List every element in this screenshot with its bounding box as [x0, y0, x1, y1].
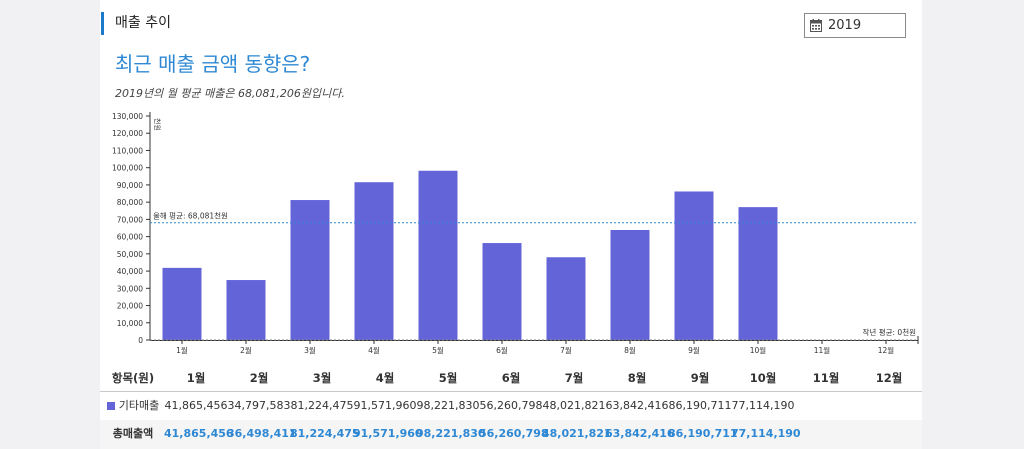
table-cell: 98,221,830: [416, 399, 480, 412]
table-cell: 56,260,798: [479, 399, 543, 412]
table-header-month: 2월: [249, 371, 269, 385]
x-tick-label: 8월: [624, 345, 636, 355]
y-tick-label: 0: [138, 336, 143, 345]
bar-4: [354, 182, 394, 340]
table-header-month: 6월: [501, 371, 521, 385]
table-divider: [100, 391, 922, 392]
table-header-month: 8월: [627, 371, 647, 385]
table-row: 기타매출 41,865,456 34,797,583 81,224,475 91,571…: [100, 392, 922, 420]
bar-5: [418, 170, 458, 340]
x-tick-label: 3월: [304, 345, 316, 355]
table-cell-total: 91,571,960: [353, 427, 423, 440]
y-tick-label: 60,000: [117, 233, 143, 242]
table-header-month: 7월: [564, 371, 584, 385]
y-tick-label: 10,000: [117, 319, 143, 328]
x-tick-label: 4월: [368, 345, 380, 355]
x-tick-label: 9월: [688, 345, 700, 355]
bar-9: [674, 191, 714, 340]
bar-7: [546, 257, 586, 340]
table-header-month: 9월: [690, 371, 710, 385]
y-tick-label: 120,000: [112, 129, 143, 138]
table-header-month: 12월: [875, 371, 903, 385]
table-header-month: 10월: [749, 371, 777, 385]
table-cell-total: 48,021,821: [542, 427, 612, 440]
table-row-label: 총매출액: [112, 427, 154, 440]
table-cell-total: 56,260,798: [479, 427, 549, 440]
table-cell: 63,842,416: [605, 399, 669, 412]
headline: 최근 매출 금액 동향은?: [115, 52, 311, 76]
y-tick-label: 40,000: [117, 267, 143, 276]
y-unit-label: 천원: [153, 118, 162, 131]
table-row-label: 기타매출: [98, 392, 168, 420]
table-header-month: 3월: [312, 371, 332, 385]
table-cell-total: 41,865,456: [164, 427, 234, 440]
table-cell: 34,797,583: [227, 399, 291, 412]
average-summary: 2019년의 월 평균 매출은 68,081,206원입니다.: [115, 87, 345, 100]
table-cell-total: 86,190,711: [668, 427, 738, 440]
x-tick-label: 10월: [750, 345, 767, 355]
y-tick-label: 70,000: [117, 215, 143, 224]
table-cell-total: 77,114,190: [731, 427, 801, 440]
y-tick-label: 50,000: [117, 250, 143, 259]
table-row: 총매출액 41,865,456 36,498,411 81,224,475 91,571…: [100, 420, 922, 449]
x-tick-label: 12월: [878, 345, 895, 355]
bar-8: [610, 229, 650, 340]
table-cell-total: 81,224,475: [290, 427, 360, 440]
table-header-month: 11월: [812, 371, 840, 385]
table-header-month: 1월: [186, 371, 206, 385]
year-select[interactable]: 2019: [804, 13, 906, 38]
x-tick-label: 5월: [432, 345, 444, 355]
table-cell: 86,190,711: [668, 399, 732, 412]
legend-swatch: [106, 402, 115, 410]
y-tick-label: 20,000: [117, 302, 143, 311]
legend-label: 기타매출: [118, 399, 160, 412]
bar-2: [226, 280, 266, 340]
bar-6: [482, 243, 522, 340]
table-cell-total: 98,221,830: [416, 427, 486, 440]
table-cell-total: 63,842,416: [605, 427, 675, 440]
y-tick-label: 80,000: [117, 198, 143, 207]
bar-10: [738, 207, 778, 340]
table-cell-total: [857, 420, 921, 448]
x-tick-label: 7월: [560, 345, 572, 355]
table-header-month: 5월: [438, 371, 458, 385]
table-cell-total: 36,498,411: [227, 427, 297, 440]
table-cell: 48,021,821: [542, 399, 606, 412]
table-header-label: 항목(원): [111, 371, 155, 385]
table-cell: [794, 392, 858, 420]
y-tick-label: 110,000: [112, 146, 143, 155]
table-cell: [857, 392, 921, 420]
y-tick-label: 130,000: [112, 112, 143, 121]
table-cell: 77,114,190: [731, 399, 795, 412]
average-label: 올해 평균: 68,081천원: [153, 211, 228, 221]
sales-bar-chart: 0 10,000 20,000 30,000 40,000 50,000 60,000 70,…: [112, 112, 919, 355]
table-cell: 91,571,960: [353, 399, 417, 412]
year-select-value: 2019: [828, 18, 862, 33]
x-tick-label: 2월: [240, 345, 252, 355]
y-tick-label: 100,000: [112, 164, 143, 173]
content-panel: [100, 0, 922, 449]
bar-3: [290, 200, 330, 340]
previous-average-label: 작년 평균: 0천원: [863, 327, 917, 337]
y-tick-label: 90,000: [117, 181, 143, 190]
table-cell: 41,865,456: [164, 399, 228, 412]
x-tick-label: 6월: [496, 345, 508, 355]
section-title: 매출 추이: [101, 12, 171, 35]
x-tick-label: 11월: [814, 345, 831, 355]
table-cell-total: [794, 420, 858, 448]
bar-1: [162, 267, 202, 340]
table-header-row: 항목(원) 1월 2월 3월 4월 5월 6월 7월 8월 9월 10월 11월 12월: [100, 364, 922, 392]
table-cell: 81,224,475: [290, 399, 354, 412]
x-tick-label: 1월: [176, 345, 188, 355]
y-tick-label: 30,000: [117, 284, 143, 293]
calendar-icon: [810, 19, 822, 32]
table-header-month: 4월: [375, 371, 395, 385]
